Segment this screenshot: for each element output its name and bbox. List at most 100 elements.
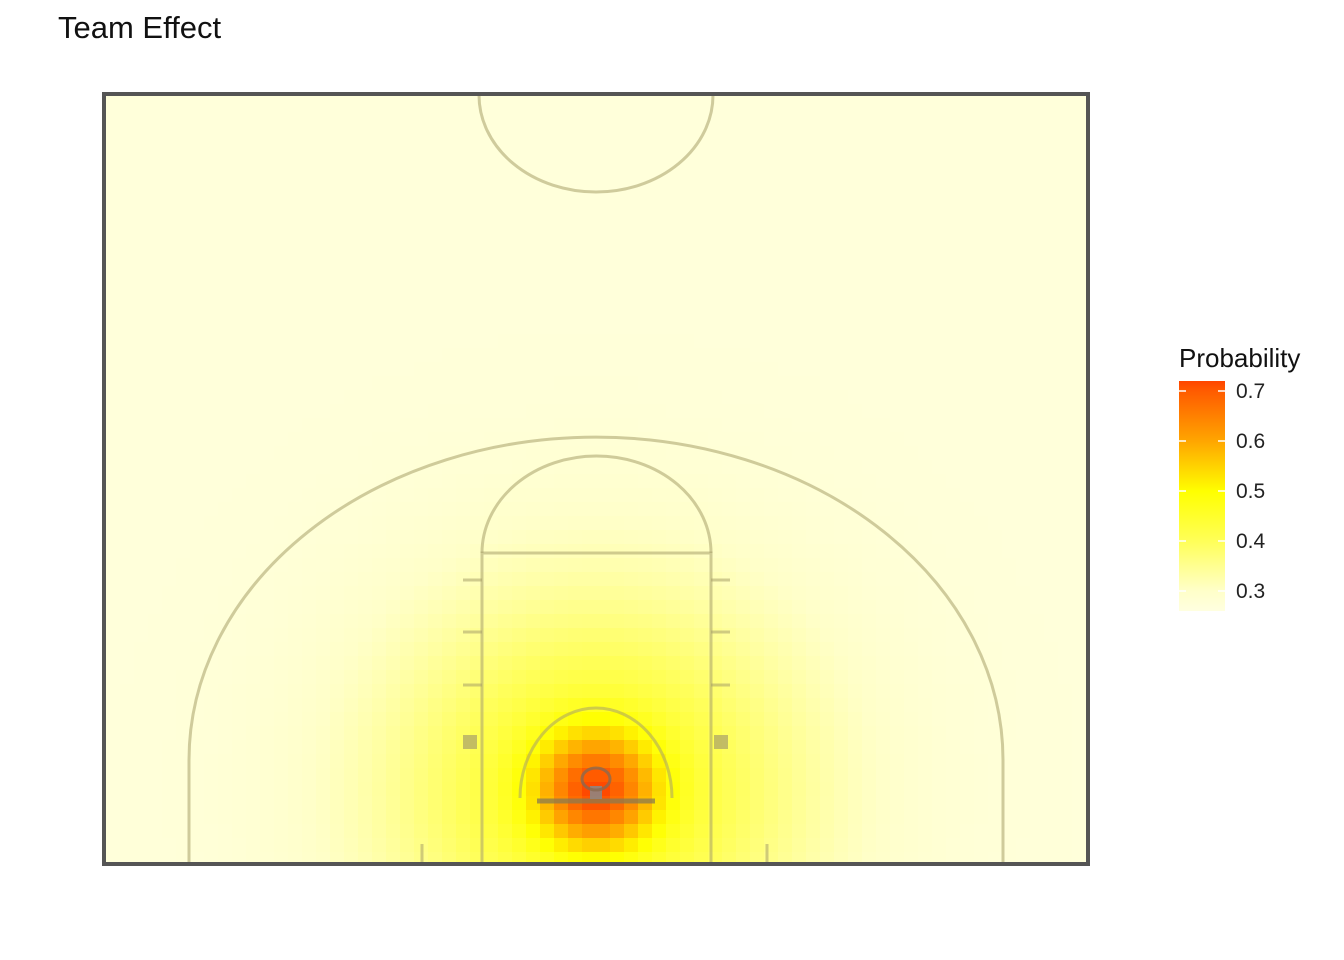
- heatmap-cell: [232, 348, 246, 362]
- heatmap-cell: [414, 236, 428, 250]
- heatmap-cell: [554, 824, 568, 838]
- heatmap-cell: [596, 628, 610, 642]
- heatmap-cell: [904, 348, 918, 362]
- heatmap-cell: [190, 754, 204, 768]
- heatmap-cell: [148, 152, 162, 166]
- heatmap-cell: [1044, 530, 1058, 544]
- heatmap-cell: [554, 376, 568, 390]
- heatmap-cell: [554, 194, 568, 208]
- heatmap-cell: [456, 502, 470, 516]
- heatmap-cell: [554, 516, 568, 530]
- heatmap-cell: [316, 390, 330, 404]
- heatmap-cell: [792, 180, 806, 194]
- heatmap-cell: [134, 432, 148, 446]
- heatmap-cell: [386, 166, 400, 180]
- heatmap-cell: [386, 614, 400, 628]
- heatmap-cell: [750, 320, 764, 334]
- heatmap-cell: [386, 698, 400, 712]
- heatmap-cell: [624, 376, 638, 390]
- heatmap-cell: [456, 124, 470, 138]
- heatmap-cell: [120, 670, 134, 684]
- heatmap-cell: [778, 726, 792, 740]
- heatmap-cell: [302, 194, 316, 208]
- heatmap-cell: [988, 292, 1002, 306]
- heatmap-cell: [218, 516, 232, 530]
- heatmap-cell: [106, 180, 120, 194]
- heatmap-cell: [904, 698, 918, 712]
- heatmap-cell: [610, 558, 624, 572]
- heatmap-cell: [316, 208, 330, 222]
- heatmap-cell: [428, 306, 442, 320]
- heatmap-cell: [1030, 768, 1044, 782]
- heatmap-cell: [820, 600, 834, 614]
- heatmap-cell: [946, 264, 960, 278]
- heatmap-cell: [974, 180, 988, 194]
- heatmap-cell: [442, 600, 456, 614]
- heatmap-cell: [610, 712, 624, 726]
- heatmap-cell: [358, 334, 372, 348]
- heatmap-cell: [554, 404, 568, 418]
- heatmap-cell: [344, 824, 358, 838]
- heatmap-cell: [820, 250, 834, 264]
- heatmap-cell: [246, 558, 260, 572]
- heatmap-cell: [652, 376, 666, 390]
- heatmap-cell: [106, 278, 120, 292]
- heatmap-cell: [204, 530, 218, 544]
- heatmap-cell: [442, 166, 456, 180]
- heatmap-cell: [1030, 838, 1044, 852]
- heatmap-cell: [400, 292, 414, 306]
- heatmap-cell: [358, 572, 372, 586]
- heatmap-cell: [190, 586, 204, 600]
- heatmap-cell: [666, 292, 680, 306]
- heatmap-cell: [834, 432, 848, 446]
- heatmap-cell: [904, 544, 918, 558]
- heatmap-cell: [960, 250, 974, 264]
- heatmap-cell: [764, 516, 778, 530]
- heatmap-cell: [162, 824, 176, 838]
- heatmap-cell: [148, 446, 162, 460]
- heatmap-cell: [218, 460, 232, 474]
- heatmap-cell: [190, 348, 204, 362]
- heatmap-cell: [722, 488, 736, 502]
- heatmap-cell: [288, 292, 302, 306]
- heatmap-cell: [806, 348, 820, 362]
- heatmap-cell: [540, 586, 554, 600]
- heatmap-cell: [316, 726, 330, 740]
- heatmap-cell: [946, 222, 960, 236]
- heatmap-cell: [512, 138, 526, 152]
- heatmap-cell: [652, 236, 666, 250]
- heatmap-cell: [1044, 348, 1058, 362]
- heatmap-cell: [722, 390, 736, 404]
- heatmap-cell: [764, 250, 778, 264]
- heatmap-cell: [764, 712, 778, 726]
- heatmap-cell: [134, 222, 148, 236]
- heatmap-cell: [988, 474, 1002, 488]
- heatmap-cell: [1002, 586, 1016, 600]
- heatmap-cell: [904, 754, 918, 768]
- heatmap-cell: [344, 250, 358, 264]
- heatmap-cell: [554, 502, 568, 516]
- heatmap-cell: [1072, 362, 1086, 376]
- heatmap-cell: [148, 600, 162, 614]
- heatmap-cell: [316, 558, 330, 572]
- heatmap-cell: [470, 474, 484, 488]
- heatmap-cell: [176, 180, 190, 194]
- heatmap-cell: [372, 222, 386, 236]
- heatmap-cell: [484, 376, 498, 390]
- heatmap-cell: [1044, 320, 1058, 334]
- heatmap-cell: [316, 810, 330, 824]
- heatmap-cell: [932, 166, 946, 180]
- heatmap-cell: [498, 726, 512, 740]
- heatmap-cell: [806, 530, 820, 544]
- heatmap-cell: [876, 194, 890, 208]
- heatmap-cell: [246, 418, 260, 432]
- heatmap-cell: [288, 768, 302, 782]
- heatmap-cell: [302, 334, 316, 348]
- heatmap-cell: [148, 334, 162, 348]
- heatmap-cell: [1016, 250, 1030, 264]
- heatmap-cell: [624, 460, 638, 474]
- heatmap-cell: [876, 110, 890, 124]
- heatmap-cell: [820, 432, 834, 446]
- heatmap-cell: [974, 726, 988, 740]
- heatmap-cell: [680, 376, 694, 390]
